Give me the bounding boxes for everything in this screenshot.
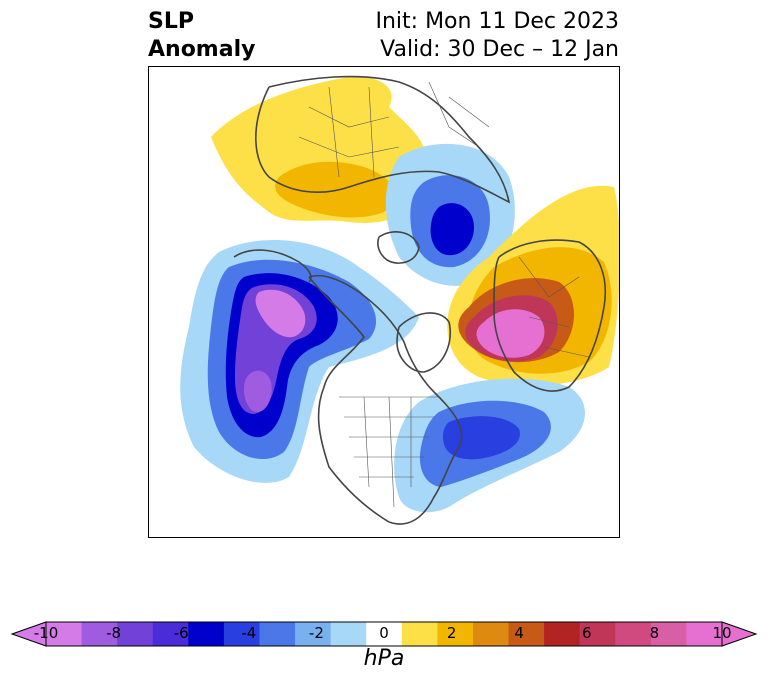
anomaly-negative-pacific-core-2 xyxy=(244,370,272,412)
europe-coast xyxy=(493,239,606,392)
valid-range: Valid: 30 Dec – 12 Jan xyxy=(380,37,619,62)
colorbar-cell xyxy=(259,622,296,646)
greenland-coast xyxy=(396,312,451,373)
colorbar-tick-label: -4 xyxy=(241,624,257,642)
anomaly-map xyxy=(149,75,619,525)
colorbar-cell xyxy=(579,622,616,646)
init-date: Init: Mon 11 Dec 2023 xyxy=(375,9,620,34)
colorbar-tick-label: 2 xyxy=(446,624,457,642)
colorbar-cell xyxy=(223,622,260,646)
coastlines xyxy=(233,75,606,525)
missing-data-patch xyxy=(149,285,167,319)
colorbar-cell xyxy=(46,622,83,646)
colorbar-tick-label: -8 xyxy=(106,624,122,642)
colorbar-cell xyxy=(686,622,723,646)
anomaly-negative-arctic-core xyxy=(430,203,474,256)
colorbar-tick-label: -2 xyxy=(308,624,324,642)
colorbar-cell xyxy=(544,622,581,646)
colorbar-tick-label: -10 xyxy=(33,624,59,642)
colorbar-tick-label: -6 xyxy=(173,624,189,642)
title-line-2: Anomaly xyxy=(148,37,256,62)
alaska-coast xyxy=(233,249,312,283)
colorbar-cell xyxy=(508,622,545,646)
colorbar-cell xyxy=(117,622,154,646)
colorbar-unit-label: hPa xyxy=(363,646,405,671)
arctic-islands xyxy=(377,231,420,264)
political-borders xyxy=(298,81,590,508)
anomaly-negative-atlantic-core xyxy=(442,416,520,460)
colorbar xyxy=(10,621,758,647)
forecast-dates: Init: Mon 11 Dec 2023 Valid: 30 Dec – 12… xyxy=(376,8,620,64)
colorbar-cell xyxy=(81,622,118,646)
colorbar-outline xyxy=(45,621,723,647)
north-america-coast xyxy=(308,274,463,525)
colorbar-tick-label: 10 xyxy=(712,624,732,642)
colorbar-cell xyxy=(366,622,403,646)
colorbar-tick-label: 0 xyxy=(379,624,389,642)
chart-title: SLP Anomaly xyxy=(148,8,255,64)
colorbar-cell xyxy=(295,622,332,646)
colorbar-tick-label: 8 xyxy=(649,624,660,642)
colorbar-tick-label: 6 xyxy=(582,624,592,642)
colorbar-cell xyxy=(437,622,474,646)
title-line-1: SLP xyxy=(148,9,194,34)
asia-coast xyxy=(255,75,511,204)
colorbar-cell xyxy=(401,622,438,646)
colorbar-cell xyxy=(615,622,652,646)
colorbar-cells xyxy=(46,622,723,646)
colorbar-cell xyxy=(472,622,510,646)
map-panel xyxy=(148,66,620,538)
colorbar-cell xyxy=(188,622,225,646)
colorbar-tick-label: 4 xyxy=(514,624,524,642)
anomaly-positive-europe-core xyxy=(476,309,545,358)
anomaly-positive-siberia-inner xyxy=(275,161,395,218)
colorbar-cell xyxy=(330,622,367,646)
colorbar-cell xyxy=(152,622,189,646)
anomaly-negative-pacific-core xyxy=(255,289,306,338)
colorbar-cell xyxy=(650,622,687,646)
